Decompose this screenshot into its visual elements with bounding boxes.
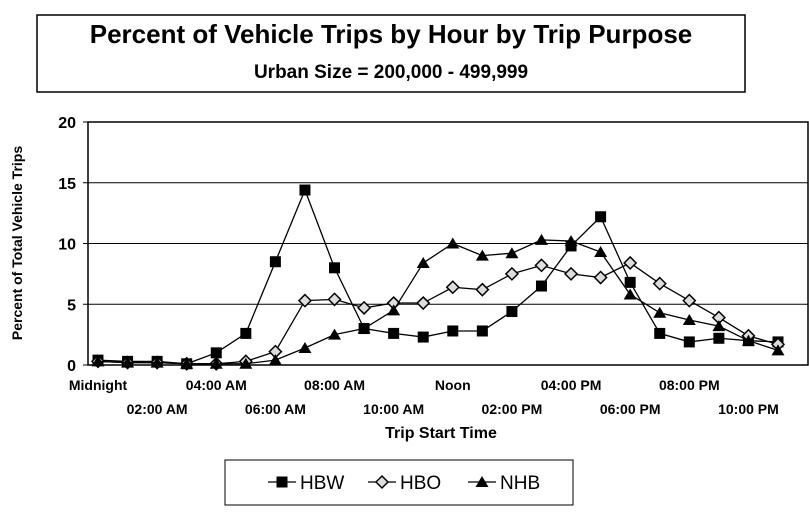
marker — [476, 325, 488, 337]
marker — [506, 306, 518, 318]
marker — [299, 184, 311, 196]
legend-label: HBO — [400, 473, 441, 494]
x-tick-label: 04:00 AM — [186, 377, 247, 393]
marker — [564, 235, 578, 247]
marker — [446, 237, 460, 249]
marker — [712, 320, 726, 332]
marker — [327, 292, 342, 307]
marker — [595, 211, 607, 223]
x-tick-label: Noon — [435, 377, 471, 393]
marker — [374, 474, 390, 490]
marker — [447, 325, 459, 337]
legend-label: HBW — [300, 473, 344, 494]
x-tick-label: 06:00 PM — [600, 401, 661, 417]
y-axis-label: Percent of Total Vehicle Trips — [9, 146, 25, 340]
marker — [741, 334, 755, 346]
marker — [713, 332, 725, 344]
marker — [653, 306, 667, 318]
marker — [505, 247, 519, 259]
x-tick-label: 06:00 AM — [245, 401, 306, 417]
marker — [445, 280, 460, 295]
plot-frame — [87, 121, 809, 366]
marker — [210, 347, 222, 359]
legend-label: NHB — [500, 473, 540, 494]
x-tick-label: 04:00 PM — [541, 377, 602, 393]
y-tick-label: 15 — [58, 176, 76, 193]
marker — [594, 246, 608, 258]
chart-subtitle: Urban Size = 200,000 - 499,999 — [254, 62, 528, 83]
x-tick-label: Midnight — [69, 377, 128, 393]
title-box — [36, 14, 746, 93]
marker — [269, 256, 281, 268]
marker — [357, 322, 371, 334]
marker — [534, 258, 549, 273]
marker — [593, 270, 608, 285]
marker — [276, 476, 288, 488]
x-tick-label: 08:00 PM — [659, 377, 720, 393]
x-tick-label: 10:00 AM — [363, 401, 424, 417]
marker — [240, 327, 252, 339]
marker — [239, 357, 253, 369]
marker — [328, 328, 342, 340]
marker — [388, 327, 400, 339]
series-line — [97, 262, 779, 365]
marker — [534, 233, 548, 245]
marker — [416, 295, 431, 311]
marker — [329, 262, 341, 274]
x-tick-label: 10:00 PM — [718, 401, 779, 417]
marker — [624, 276, 636, 288]
x-tick-label: 08:00 AM — [304, 377, 365, 393]
marker — [475, 476, 489, 487]
marker — [504, 266, 519, 281]
marker — [683, 336, 695, 348]
marker — [652, 276, 667, 291]
marker — [475, 249, 489, 261]
marker — [654, 327, 666, 339]
marker — [682, 314, 696, 326]
marker — [623, 255, 638, 271]
marker — [387, 304, 401, 316]
series-line — [97, 188, 779, 365]
marker — [121, 356, 135, 368]
series-line — [97, 239, 779, 365]
marker — [416, 256, 430, 268]
marker — [298, 341, 312, 353]
marker — [91, 355, 105, 367]
y-tick-label: 10 — [58, 237, 76, 254]
marker — [682, 293, 697, 308]
y-tick-label: 5 — [67, 297, 76, 314]
marker — [563, 266, 579, 281]
marker — [535, 280, 547, 292]
marker — [623, 288, 637, 300]
x-tick-label: 02:00 PM — [482, 401, 543, 417]
marker — [771, 344, 785, 356]
x-tick-label: 02:00 AM — [127, 401, 188, 417]
x-axis-label: Trip Start Time — [385, 425, 497, 442]
marker — [297, 293, 313, 308]
marker — [150, 356, 164, 368]
marker — [180, 357, 194, 369]
y-tick-label: 20 — [58, 115, 76, 132]
marker — [417, 331, 429, 343]
marker — [209, 357, 223, 369]
chart-title: Percent of Vehicle Trips by Hour by Trip… — [90, 19, 693, 49]
marker — [268, 354, 282, 366]
marker — [475, 282, 490, 297]
marker — [357, 300, 372, 315]
y-tick-label: 0 — [67, 358, 76, 375]
